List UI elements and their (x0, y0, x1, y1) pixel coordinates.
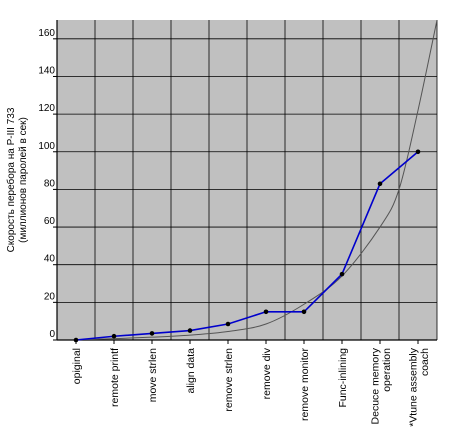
y-axis-title-line: Скорость перебора на P-III 733 (5, 107, 17, 252)
x-tick-label-line: opiginal (71, 348, 83, 384)
data-point (377, 181, 383, 187)
y-tick-label: 120 (38, 103, 55, 114)
y-axis-label: Скорость перебора на P-III 733 (миллионов… (5, 107, 29, 252)
x-tick-label-line: remove div (261, 347, 273, 399)
y-tick-label: 100 (38, 141, 55, 152)
y-tick-label: 20 (44, 291, 56, 302)
x-tick-label-line: align data (185, 348, 197, 394)
y-tick-label: 40 (44, 254, 56, 265)
y-tick-label: 80 (44, 178, 56, 189)
x-tick-label: opiginal (71, 348, 83, 384)
series-group (73, 149, 421, 343)
y-tick-label: 60 (44, 216, 56, 227)
x-tick-labels: opiginal remote printf move strlen align da… (71, 340, 431, 427)
data-point (225, 321, 231, 327)
x-tick-label: Decuce memory operation (369, 347, 393, 424)
data-point (301, 309, 307, 315)
y-axis-title-line: (миллионов паролей в сек) (18, 117, 29, 243)
data-point (111, 333, 117, 339)
y-axis-title: Скорость перебора на P-III 733 (миллионов… (5, 107, 29, 252)
y-tick-label: 140 (38, 65, 55, 76)
x-tick-label: *Vtune assembly coach (407, 347, 431, 427)
x-tick-label: remote printf (109, 348, 121, 407)
y-tick-label: 0 (49, 329, 55, 340)
x-tick-label-line: remove monitor (299, 348, 311, 421)
x-tick-label-line: move strlen (147, 348, 159, 402)
data-point (187, 328, 193, 333)
data-point (339, 271, 345, 277)
x-tick-label-line: remove strlen (223, 348, 235, 412)
data-point (73, 337, 79, 343)
axes (56, 20, 437, 341)
x-tick-label-line: remote printf (109, 348, 121, 407)
series-line (75, 151, 419, 341)
data-point (263, 309, 269, 315)
x-tick-label-line: operation (381, 348, 393, 392)
x-tick-label-line: coach (419, 348, 431, 376)
data-point (149, 331, 155, 336)
x-tick-label: Func-inlining (337, 348, 349, 408)
x-tick-label-line: *Vtune assembly (407, 347, 419, 427)
x-tick-label: remove monitor (299, 348, 311, 421)
x-tick-label: align data (185, 348, 197, 394)
y-tick-label: 160 (38, 28, 55, 39)
x-tick-label-line: Func-inlining (337, 348, 349, 408)
x-tick-label: remove div (261, 347, 273, 399)
y-tick-labels: 0 20 40 60 80 100 120 140 160 (38, 28, 57, 341)
x-tick-label-line: Decuce memory (369, 347, 381, 424)
gridlines (56, 20, 438, 341)
x-tick-label: remove strlen (223, 348, 235, 412)
data-point (415, 149, 421, 155)
x-tick-label: move strlen (147, 348, 159, 402)
